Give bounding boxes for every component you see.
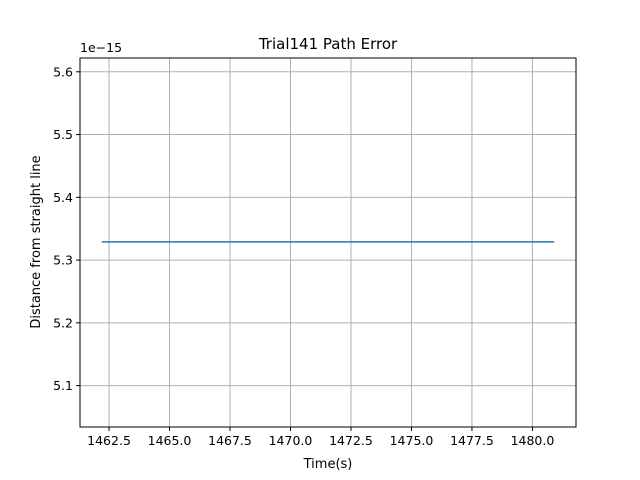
chart-title: Trial141 Path Error	[258, 35, 398, 53]
y-axis-offset-label: 1e−15	[80, 40, 122, 55]
x-axis-label: Time(s)	[303, 457, 353, 472]
x-tick-label: 1470.0	[269, 433, 313, 448]
y-axis-label: Distance from straight line	[29, 155, 44, 328]
y-tick-label: 5.5	[53, 127, 73, 142]
x-tick-label: 1462.5	[87, 433, 131, 448]
y-tick-label: 5.1	[53, 378, 73, 393]
plot-frame	[79, 57, 577, 428]
y-tick-label: 5.4	[53, 190, 73, 205]
x-tick-label: 1475.0	[390, 433, 434, 448]
x-tick-label: 1467.5	[208, 433, 252, 448]
ticks: 1462.5 1465.0 1467.5 1470.0 1472.5 1475.0 1477…	[53, 64, 554, 448]
y-tick-label: 5.2	[53, 315, 73, 330]
y-tick-label: 5.3	[53, 253, 73, 268]
x-tick-label: 1477.5	[450, 433, 494, 448]
x-tick-label: 1472.5	[329, 433, 373, 448]
x-tick-label: 1465.0	[148, 433, 192, 448]
y-tick-label: 5.6	[53, 64, 73, 79]
x-tick-label: 1480.0	[511, 433, 555, 448]
